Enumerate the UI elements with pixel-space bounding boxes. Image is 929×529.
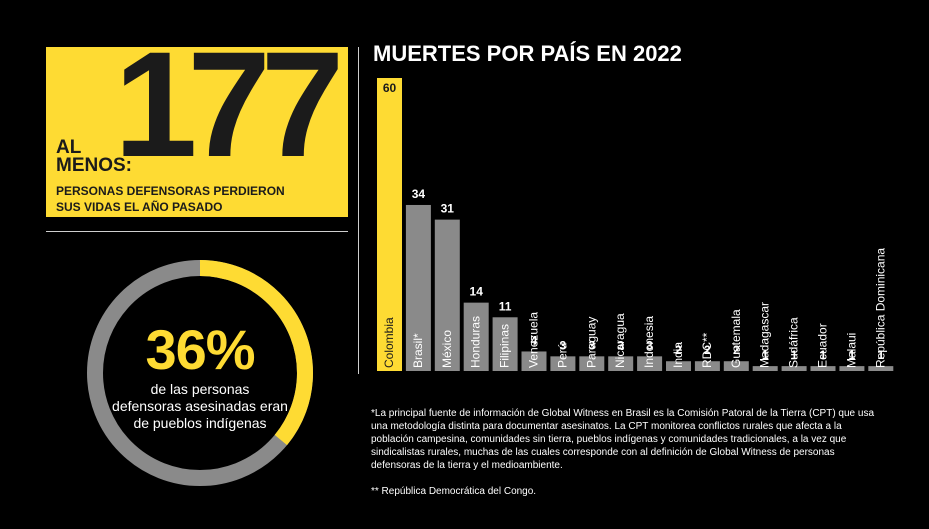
bar [550,356,576,371]
bar [579,356,605,371]
category-label: Perú [555,343,569,368]
headline-prefix-line2: MENOS: [56,155,132,176]
bar [781,366,807,371]
bar [492,317,518,371]
headline-caption-line1: PERSONAS DEFENSORAS PERDIERON [56,184,285,198]
donut-percent: 36% [145,318,255,381]
bar-value-label: 2 [733,343,740,357]
left-divider [46,231,348,232]
bar [752,366,778,371]
bar-value-label: 3 [646,338,653,352]
donut-description-line1: de las personas [150,381,250,397]
category-label: Brasil* [411,333,425,368]
bar [463,302,489,371]
bar [694,361,720,371]
bar [868,366,894,371]
bar [608,356,634,371]
category-label: RDC** [700,332,714,368]
donut-description-line2: defensoras asesinadas eran [112,398,288,414]
category-label: Venezuela [527,312,541,368]
category-label: Malaui [844,333,858,368]
footnotes: *La principal fuente de información de G… [371,407,881,498]
category-label: Colombia [382,317,396,368]
category-label: Nicaragua [613,313,627,368]
bar [377,78,402,371]
category-label: Guatemala [729,309,743,368]
bar [521,351,547,371]
donut-description: de las personas defensoras asesinadas er… [84,381,316,432]
bar-value-label: 1 [762,348,769,362]
category-label: Sudáfrica [787,317,801,368]
bar [723,361,749,371]
footnote-drc: ** República Democrática del Congo. [371,486,537,497]
bar-value-label: 3 [588,338,595,352]
bar [810,366,836,371]
bar-value-label: 11 [499,299,512,313]
bar-value-label: 34 [412,187,426,201]
category-label: Paraguay [584,317,598,368]
bar [637,356,663,371]
category-label: México [440,330,454,368]
category-label: India [671,342,685,368]
bar [839,366,865,371]
headline-number: 177 [114,47,344,188]
headline-prefix: AL MENOS: [56,137,132,176]
headline-caption: PERSONAS DEFENSORAS PERDIERON SUS VIDAS … [56,183,285,215]
category-label: Filipinas [498,324,512,368]
bar-value-label: 3 [617,338,624,352]
bar-value-label: 4 [531,333,538,347]
headline-caption-line2: SUS VIDAS EL AÑO PASADO [56,200,223,214]
bar-value-label: 2 [675,343,682,357]
bar-value-label: 14 [470,285,484,299]
bar [434,219,460,371]
category-label: Madagascar [758,302,772,368]
bar-value-label: 2 [704,343,711,357]
bar-value-label: 3 [560,338,567,352]
category-label: Ecuador [816,323,830,368]
headline-prefix-line1: AL [56,137,82,158]
bar-value-label: 1 [820,348,827,362]
indigenous-share-donut [87,260,313,486]
bar-value-label: 1 [877,348,884,362]
bar [405,204,431,371]
category-label: Honduras [469,316,483,368]
category-label: República Dominicana [873,248,887,368]
chart-title: MUERTES POR PAÍS EN 2022 [373,41,682,66]
bar-value-label: 60 [383,81,397,95]
donut-highlight-arc [87,260,313,486]
footnote-brazil: *La principal fuente de información de G… [371,408,875,471]
bar-value-label: 1 [849,348,856,362]
category-label: Indonesia [642,316,656,368]
bar [666,361,691,371]
headline-stat-box: 177 AL MENOS: PERSONAS DEFENSORAS PERDIE… [46,47,348,217]
bar-value-label: 1 [791,348,798,362]
vertical-divider [358,47,359,374]
bar-value-label: 31 [441,202,455,216]
donut-description-line3: de pueblos indígenas [133,415,267,431]
deaths-by-country-bar-chart: 60Colombia34Brasil*31México14Honduras11F… [377,78,894,371]
